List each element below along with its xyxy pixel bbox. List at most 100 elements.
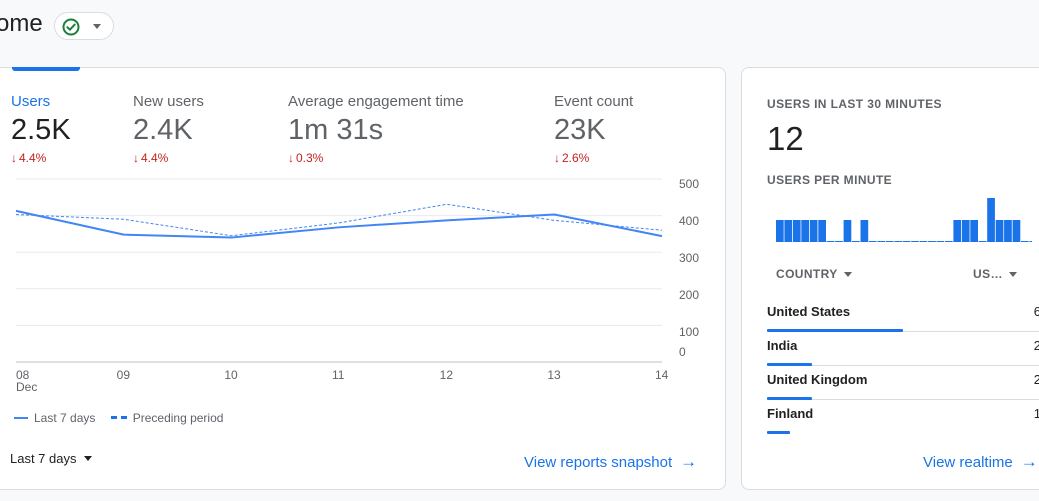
caret-down-icon: [1008, 271, 1017, 277]
dashed-line-swatch: [110, 416, 127, 419]
metric-tab-users[interactable]: Users 2.5K ↓ 4.4%: [11, 93, 71, 165]
arrow-right-icon: →: [680, 452, 698, 471]
minute-bar: [987, 198, 995, 242]
x-tick-label: 11: [332, 368, 345, 382]
minute-bar: [894, 241, 902, 242]
chart-legend: Last 7 days Preceding period: [14, 408, 235, 425]
arrow-down-icon: ↓: [288, 151, 294, 165]
minute-bar: [868, 241, 877, 242]
minute-bar: [978, 241, 987, 242]
x-tick-label: 13: [547, 368, 561, 382]
column-label: COUNTRY: [776, 267, 838, 281]
minute-bar: [936, 241, 945, 242]
minute-bar: [1021, 241, 1029, 242]
minute-bar: [945, 241, 953, 242]
country-share-bar: [767, 397, 812, 400]
x-tick-label: 09: [117, 368, 131, 382]
minute-bar: [902, 241, 911, 242]
x-tick-sublabel: Dec: [16, 380, 37, 394]
metric-change: ↓ 4.4%: [133, 151, 169, 165]
minute-bar: [835, 241, 843, 242]
legend-previous: Preceding period: [110, 411, 223, 425]
x-tick-label: 08: [16, 368, 30, 382]
minute-bar: [995, 220, 1004, 242]
metric-value: 2.5K: [11, 114, 71, 146]
y-tick-label: 0: [679, 345, 686, 359]
minute-bar: [801, 220, 809, 242]
country-share-bar: [767, 431, 790, 434]
check-circle-icon: [62, 18, 80, 36]
link-label: View reports snapshot: [524, 453, 673, 471]
chevron-down-icon: [93, 24, 101, 29]
metric-label: Average engagement time: [288, 93, 464, 110]
solid-line-swatch: [14, 417, 28, 419]
metric-change: ↓ 4.4%: [11, 151, 47, 165]
minute-bar: [1004, 220, 1012, 242]
arrow-down-icon: ↓: [11, 151, 17, 165]
country-users-value: 6: [1033, 304, 1039, 319]
country-row: Finland 1: [767, 399, 1039, 434]
minute-bar: [843, 220, 852, 242]
country-row: United Kingdom 2: [767, 365, 1039, 400]
minute-bar: [961, 220, 970, 242]
caret-down-icon: [843, 271, 852, 277]
minute-bar: [792, 220, 801, 242]
series-line-previous: [15, 203, 663, 237]
metric-change: ↓ 0.3%: [288, 151, 324, 165]
minute-bar: [818, 220, 826, 242]
property-status-chip[interactable]: [54, 12, 114, 40]
users-column-header[interactable]: US…: [973, 267, 1017, 281]
column-label: US…: [973, 267, 1003, 281]
metric-value: 23K: [554, 114, 606, 146]
caret-down-icon: [83, 456, 92, 461]
minute-bar: [919, 241, 928, 242]
row-divider: [767, 331, 1039, 332]
minute-bar: [953, 220, 962, 242]
view-reports-snapshot-link[interactable]: View reports snapshot →: [524, 452, 697, 472]
x-tick-label: 14: [655, 368, 669, 382]
minute-bar: [809, 220, 818, 242]
country-share-bar: [767, 363, 812, 366]
y-tick-label: 300: [679, 251, 699, 265]
legend-current: Last 7 days: [14, 411, 95, 425]
realtime-card: [741, 67, 1039, 490]
x-tick-label: 12: [440, 368, 454, 382]
minute-bar: [852, 241, 860, 242]
country-column-header[interactable]: COUNTRY: [776, 267, 852, 281]
users-per-minute-label: USERS PER MINUTE: [767, 173, 893, 187]
y-tick-label: 200: [679, 288, 699, 302]
metric-label: New users: [133, 93, 204, 110]
date-range-dropdown[interactable]: Last 7 days: [10, 451, 92, 466]
arrow-down-icon: ↓: [133, 151, 139, 165]
metric-label: Users: [11, 93, 51, 110]
y-tick-label: 100: [679, 325, 699, 339]
minute-bar: [928, 241, 936, 242]
country-row: United States 6: [767, 297, 1039, 332]
date-range-label: Last 7 days: [10, 451, 77, 466]
country-users-value: 1: [1033, 406, 1039, 421]
arrow-down-icon: ↓: [554, 151, 560, 165]
active-tab-indicator: [12, 67, 80, 71]
minute-bar: [970, 220, 978, 242]
metric-label: Event count: [554, 93, 634, 110]
y-tick-label: 400: [679, 214, 699, 228]
x-tick-label: 10: [224, 368, 238, 382]
country-users-value: 2: [1033, 338, 1039, 353]
metric-value: 1m 31s: [288, 114, 384, 146]
realtime-title: USERS IN LAST 30 MINUTES: [767, 97, 942, 111]
users-per-minute-chart: [776, 198, 1032, 242]
minute-bar: [1012, 220, 1021, 242]
country-name: United Kingdom: [767, 372, 868, 387]
minute-bar: [1029, 241, 1032, 242]
country-users-value: 2: [1033, 372, 1039, 387]
metric-tab-event-count[interactable]: Event count 23K ↓ 2.6%: [554, 93, 633, 165]
minute-bar: [860, 220, 869, 242]
metric-tab-engagement-time[interactable]: Average engagement time 1m 31s ↓ 0.3%: [288, 93, 464, 165]
row-divider: [767, 365, 1039, 366]
metric-tab-new-users[interactable]: New users 2.4K ↓ 4.4%: [133, 93, 204, 165]
row-divider: [767, 399, 1039, 400]
minute-bar: [877, 241, 886, 242]
arrow-right-icon: →: [1020, 452, 1038, 471]
realtime-user-count: 12: [767, 120, 804, 157]
view-realtime-link[interactable]: View realtime →: [923, 452, 1038, 472]
